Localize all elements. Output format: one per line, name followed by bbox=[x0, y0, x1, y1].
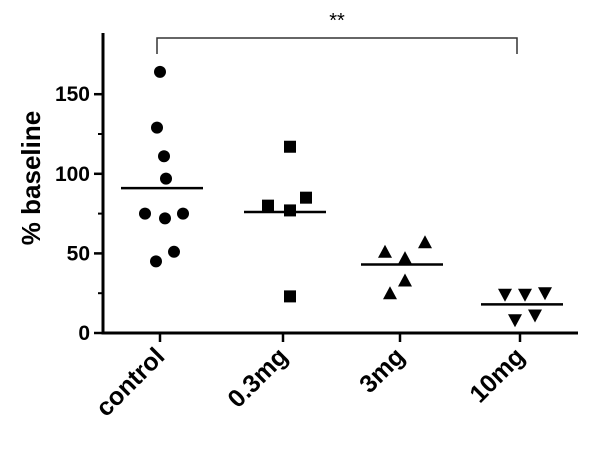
circle-point bbox=[158, 150, 170, 163]
triangle-down-point bbox=[508, 314, 522, 328]
square-point bbox=[262, 199, 274, 212]
significance-label: ** bbox=[329, 10, 345, 32]
triangle-up-point bbox=[398, 273, 412, 287]
x-category-label: control bbox=[91, 342, 171, 422]
y-tick-label: 100 bbox=[55, 163, 90, 186]
triangle-up-point bbox=[383, 286, 397, 300]
x-category-label: 3mg bbox=[354, 342, 410, 398]
category-labels: control 0.3mg 3mg 10mg bbox=[91, 342, 531, 422]
circle-point bbox=[151, 121, 163, 134]
circle-point bbox=[177, 207, 189, 220]
data-points bbox=[139, 65, 552, 328]
circle-point bbox=[159, 212, 171, 225]
y-tick-label: 150 bbox=[55, 83, 90, 106]
circle-point bbox=[160, 172, 172, 185]
square-point bbox=[300, 191, 312, 204]
circle-point bbox=[139, 207, 151, 220]
square-point bbox=[284, 204, 296, 217]
triangle-up-point bbox=[378, 244, 392, 258]
x-category-label: 10mg bbox=[464, 342, 530, 408]
y-tick-label: 50 bbox=[67, 242, 90, 265]
y-tick-label: 0 bbox=[78, 322, 90, 345]
circle-point bbox=[154, 65, 166, 78]
triangle-down-point bbox=[498, 288, 512, 302]
triangle-up-point bbox=[418, 235, 432, 249]
circle-point bbox=[150, 255, 162, 268]
mean-lines bbox=[121, 186, 563, 306]
square-point bbox=[284, 140, 296, 153]
triangle-down-point bbox=[518, 288, 532, 302]
triangle-up-point bbox=[398, 251, 412, 265]
circle-point bbox=[168, 245, 180, 258]
square-point bbox=[284, 290, 296, 303]
significance-bracket: ** bbox=[156, 10, 518, 54]
triangle-down-point bbox=[538, 287, 552, 301]
axes: 0 50 100 150 bbox=[55, 33, 578, 345]
triangle-down-point bbox=[528, 309, 542, 323]
x-category-label: 0.3mg bbox=[222, 342, 293, 413]
bracket-line bbox=[156, 37, 518, 54]
y-axis-title: % baseline bbox=[16, 111, 46, 245]
